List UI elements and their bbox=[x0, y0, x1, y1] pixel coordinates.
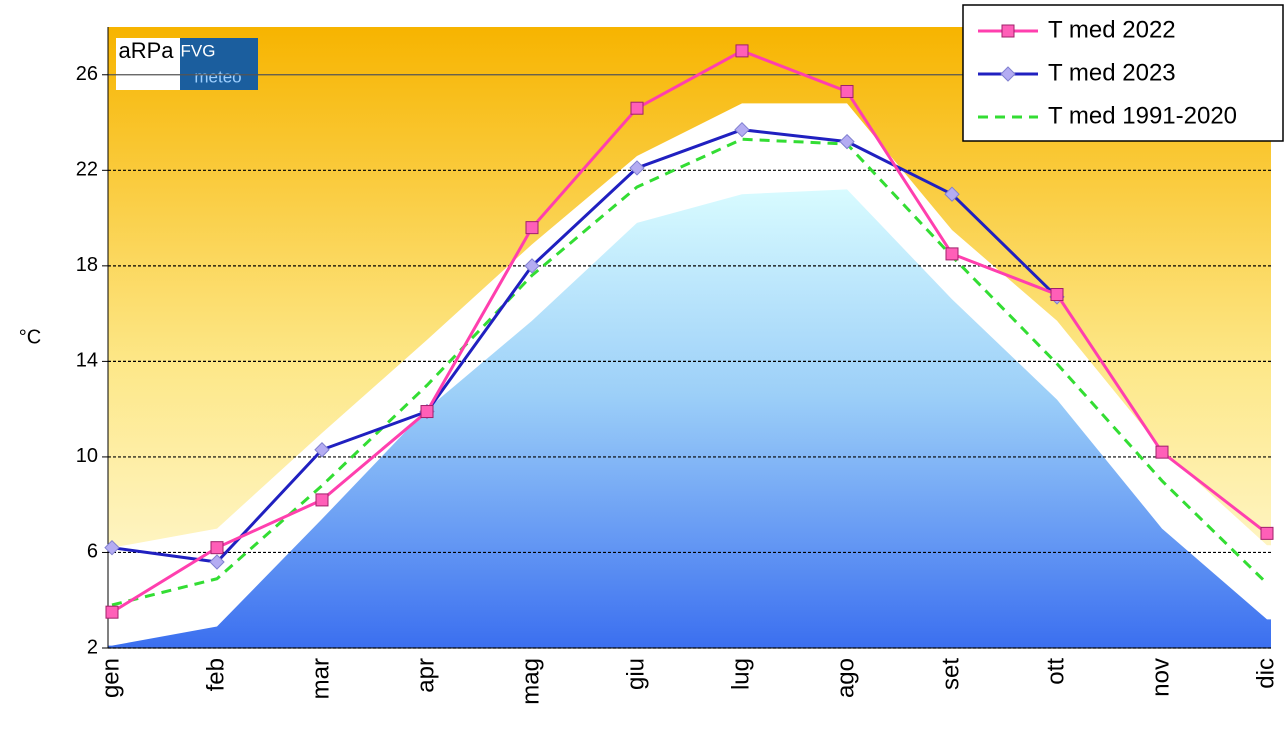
marker bbox=[1050, 288, 1064, 302]
marker bbox=[840, 84, 854, 98]
marker bbox=[314, 442, 330, 458]
x-tick-label: giu bbox=[622, 658, 649, 690]
x-tick-label: feb bbox=[202, 658, 229, 691]
marker bbox=[735, 44, 749, 58]
legend-label: T med 2022 bbox=[1048, 16, 1176, 43]
marker bbox=[629, 160, 645, 176]
marker bbox=[1001, 24, 1015, 38]
marker bbox=[209, 554, 225, 570]
marker bbox=[210, 541, 224, 555]
y-tick-label: 26 bbox=[76, 63, 98, 85]
y-tick-label: 18 bbox=[76, 254, 98, 276]
lower-envelope bbox=[108, 189, 1271, 648]
marker bbox=[1155, 445, 1169, 459]
legend-label: T med 2023 bbox=[1048, 59, 1176, 86]
y-tick-label: 2 bbox=[87, 636, 98, 658]
logo-text: meteo bbox=[194, 67, 241, 86]
marker bbox=[630, 101, 644, 115]
y-axis-label: °C bbox=[19, 326, 41, 348]
x-tick-label: mag bbox=[517, 658, 544, 705]
y-tick-label: 22 bbox=[76, 159, 98, 181]
marker bbox=[839, 133, 855, 150]
x-tick-label: ott bbox=[1042, 658, 1069, 685]
marker bbox=[315, 493, 329, 507]
marker bbox=[104, 539, 120, 556]
x-tick-label: dic bbox=[1252, 658, 1279, 689]
marker bbox=[945, 247, 959, 261]
legend-label: T med 1991-2020 bbox=[1048, 102, 1237, 129]
marker bbox=[524, 258, 540, 274]
y-tick-label: 14 bbox=[76, 350, 98, 372]
marker bbox=[525, 221, 539, 235]
marker bbox=[1000, 66, 1016, 82]
marker bbox=[105, 605, 119, 619]
logo-box bbox=[180, 38, 258, 90]
x-tick-label: ago bbox=[832, 658, 859, 698]
marker bbox=[420, 405, 434, 419]
x-tick-label: set bbox=[937, 658, 964, 690]
y-tick-label: 10 bbox=[76, 445, 98, 467]
series-line bbox=[111, 137, 1269, 607]
x-tick-label: nov bbox=[1147, 658, 1174, 697]
x-tick-label: lug bbox=[727, 658, 754, 690]
series-line bbox=[111, 128, 1059, 564]
marker bbox=[944, 186, 960, 202]
y-tick-label: 6 bbox=[87, 541, 98, 563]
logo-text: FVG bbox=[181, 41, 216, 60]
series-line bbox=[111, 49, 1268, 614]
logo-text: aRPa bbox=[118, 38, 174, 63]
marker bbox=[734, 121, 750, 138]
marker bbox=[1260, 526, 1274, 540]
x-tick-label: apr bbox=[412, 658, 439, 693]
x-tick-label: mar bbox=[307, 658, 334, 699]
x-tick-label: gen bbox=[97, 658, 124, 698]
